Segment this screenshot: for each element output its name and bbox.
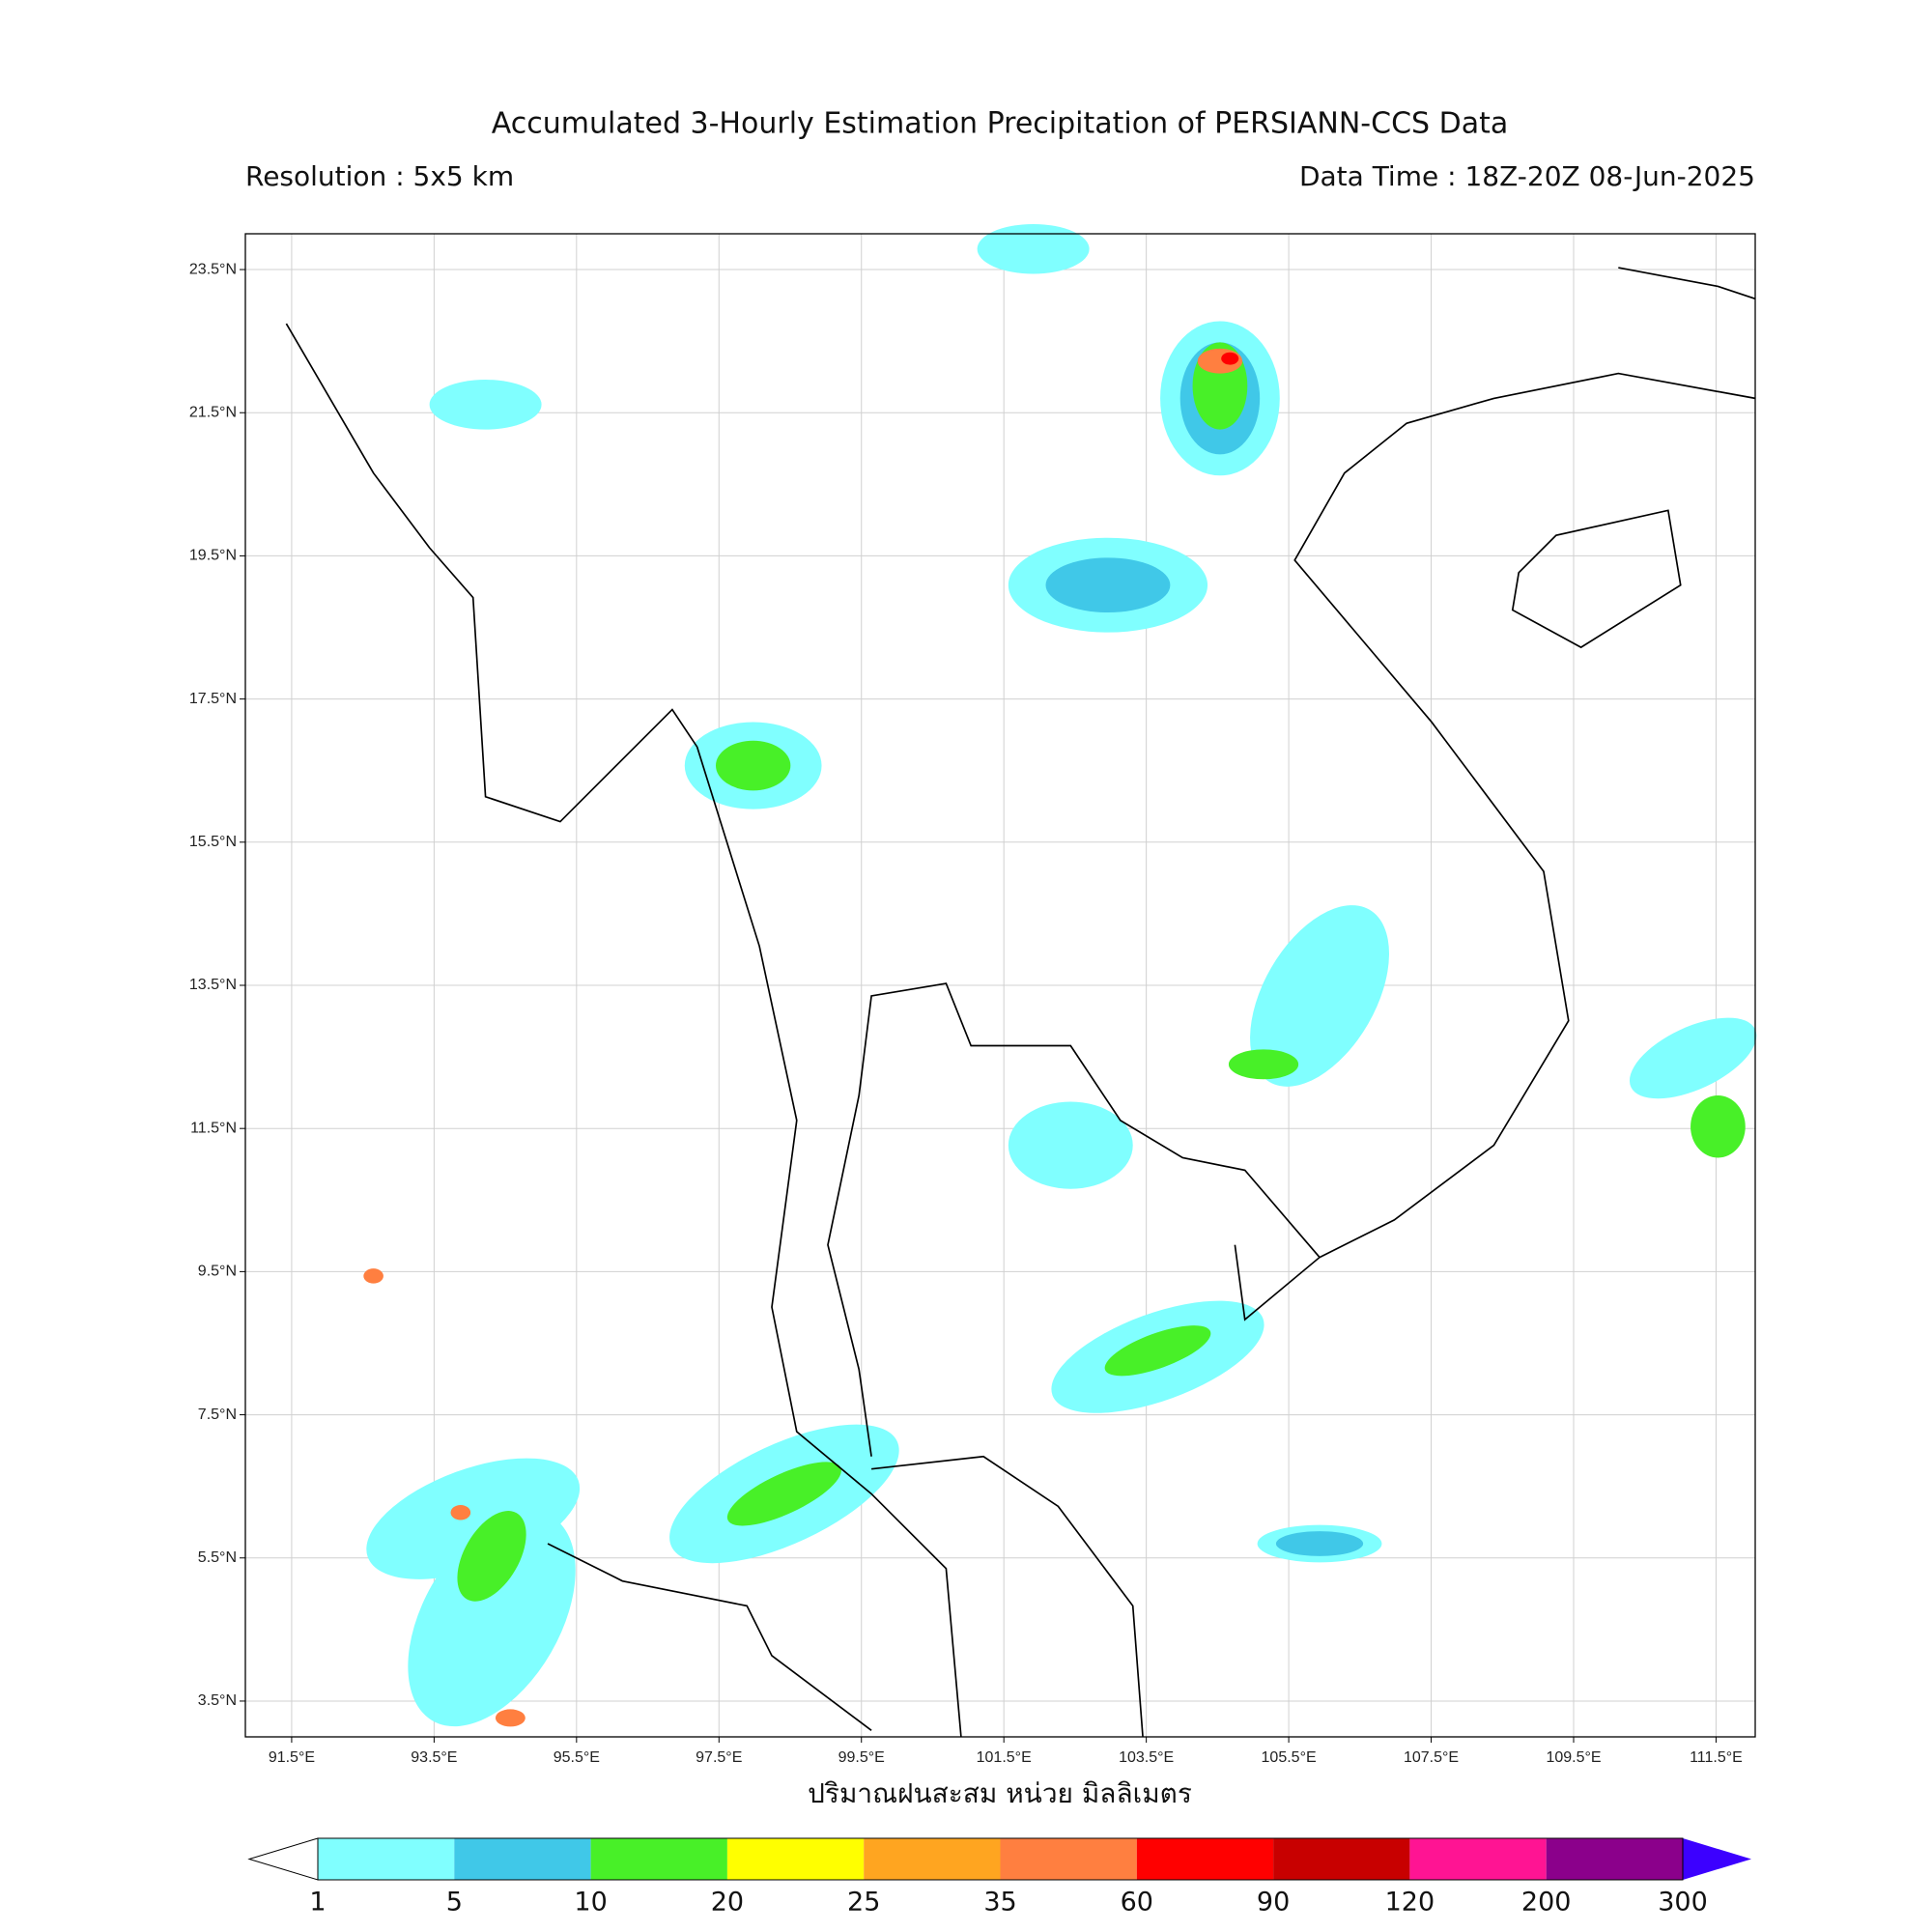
- colorbar-segment: [864, 1838, 1001, 1880]
- colorbar: 1 5 10 20 25 35 60 90 120 200 300: [247, 1837, 1751, 1918]
- colorbar-segment: [1273, 1838, 1410, 1880]
- rain-area: [408, 1510, 576, 1727]
- coastline: [547, 1543, 872, 1731]
- colorbar-label: 90: [1257, 1888, 1290, 1918]
- y-tick-label: 21.5°N: [189, 404, 237, 420]
- colorbar-label: 5: [446, 1888, 463, 1918]
- precipitation-areas: [363, 223, 1757, 1727]
- colorbar-segment: [454, 1838, 591, 1880]
- rain-area: [495, 1709, 526, 1727]
- x-axis-label: ปริมาณฝนสะสม หน่วย มิลลิเมตร: [808, 1777, 1192, 1809]
- y-tick-label: 7.5°N: [198, 1406, 237, 1423]
- colorbar-label: 10: [574, 1888, 607, 1918]
- resolution: Resolution : 5x5 km: [245, 160, 514, 192]
- colorbar-label: 60: [1121, 1888, 1153, 1918]
- data-time: Data Time : 18Z-20Z 08-Jun-2025: [1299, 160, 1755, 192]
- colorbar-segment: [1546, 1838, 1683, 1880]
- y-tick-label: 5.5°N: [198, 1549, 237, 1566]
- rain-area: [977, 223, 1090, 274]
- rain-area: [429, 380, 542, 430]
- colorbar-over: [1683, 1838, 1751, 1880]
- rain-area: [457, 1511, 526, 1602]
- coastline: [827, 982, 1321, 1457]
- y-tick-label: 3.5°N: [198, 1692, 237, 1709]
- x-tick-label: 109.5°E: [1546, 1749, 1601, 1766]
- y-tick-label: 9.5°N: [198, 1264, 237, 1280]
- y-tick-label: 13.5°N: [189, 977, 237, 993]
- x-tick-label: 99.5°E: [838, 1749, 885, 1766]
- rain-area: [1690, 1095, 1746, 1158]
- colorbar-frame: [317, 1837, 1684, 1881]
- x-tick-label: 91.5°E: [269, 1749, 315, 1766]
- rain-area: [1250, 905, 1389, 1087]
- rain-area: [726, 1462, 841, 1526]
- y-tick-label: 17.5°N: [189, 691, 237, 707]
- x-tick-label: 95.5°E: [554, 1749, 600, 1766]
- colorbar-label: 1: [309, 1888, 326, 1918]
- colorbar-segment: [1409, 1838, 1547, 1880]
- x-tick-label: 101.5°E: [977, 1749, 1032, 1766]
- colorbar-segment: [726, 1838, 865, 1880]
- coastline: [1293, 372, 1756, 1259]
- colorbar-under: [247, 1837, 319, 1881]
- rain-area: [1228, 1049, 1299, 1080]
- colorbar-label: 120: [1385, 1888, 1435, 1918]
- x-tick-label: 93.5°E: [411, 1749, 457, 1766]
- rain-area: [1045, 557, 1171, 613]
- coastline: [870, 1455, 1144, 1737]
- island: [1511, 509, 1682, 649]
- colorbar-label: 300: [1658, 1888, 1708, 1918]
- colorbar-label: 25: [847, 1888, 880, 1918]
- x-tick-label: 105.5°E: [1262, 1749, 1317, 1766]
- colorbar-label: 200: [1521, 1888, 1572, 1918]
- colorbar-segment: [1000, 1838, 1137, 1880]
- coastlines: [285, 267, 1756, 1737]
- colorbar-label: 20: [711, 1888, 744, 1918]
- rain-area: [366, 1458, 581, 1579]
- y-tick-label: 19.5°N: [189, 548, 237, 564]
- coastline: [1618, 267, 1756, 300]
- rain-area: [450, 1505, 471, 1520]
- x-tick-label: 103.5°E: [1119, 1749, 1174, 1766]
- rain-area: [1629, 1017, 1757, 1099]
- coastline: [285, 323, 962, 1737]
- rain-area: [716, 740, 791, 791]
- y-tick-label: 23.5°N: [189, 261, 237, 277]
- colorbar-segment: [590, 1838, 727, 1880]
- rain-area: [363, 1268, 384, 1284]
- x-tick-label: 111.5°E: [1690, 1749, 1743, 1766]
- rain-area: [1221, 352, 1239, 365]
- rain-area: [1275, 1531, 1364, 1556]
- rain-area: [1008, 1101, 1133, 1189]
- rain-area: [1104, 1325, 1211, 1377]
- map-title: Accumulated 3-Hourly Estimation Precipit…: [492, 107, 1508, 141]
- colorbar-label: 35: [983, 1888, 1016, 1918]
- x-tick-label: 107.5°E: [1404, 1749, 1459, 1766]
- colorbar-segment: [318, 1838, 455, 1880]
- colorbar-segment: [1136, 1838, 1274, 1880]
- x-tick-label: 97.5°E: [696, 1749, 742, 1766]
- y-tick-label: 15.5°N: [189, 834, 237, 850]
- y-tick-label: 11.5°N: [190, 1120, 237, 1136]
